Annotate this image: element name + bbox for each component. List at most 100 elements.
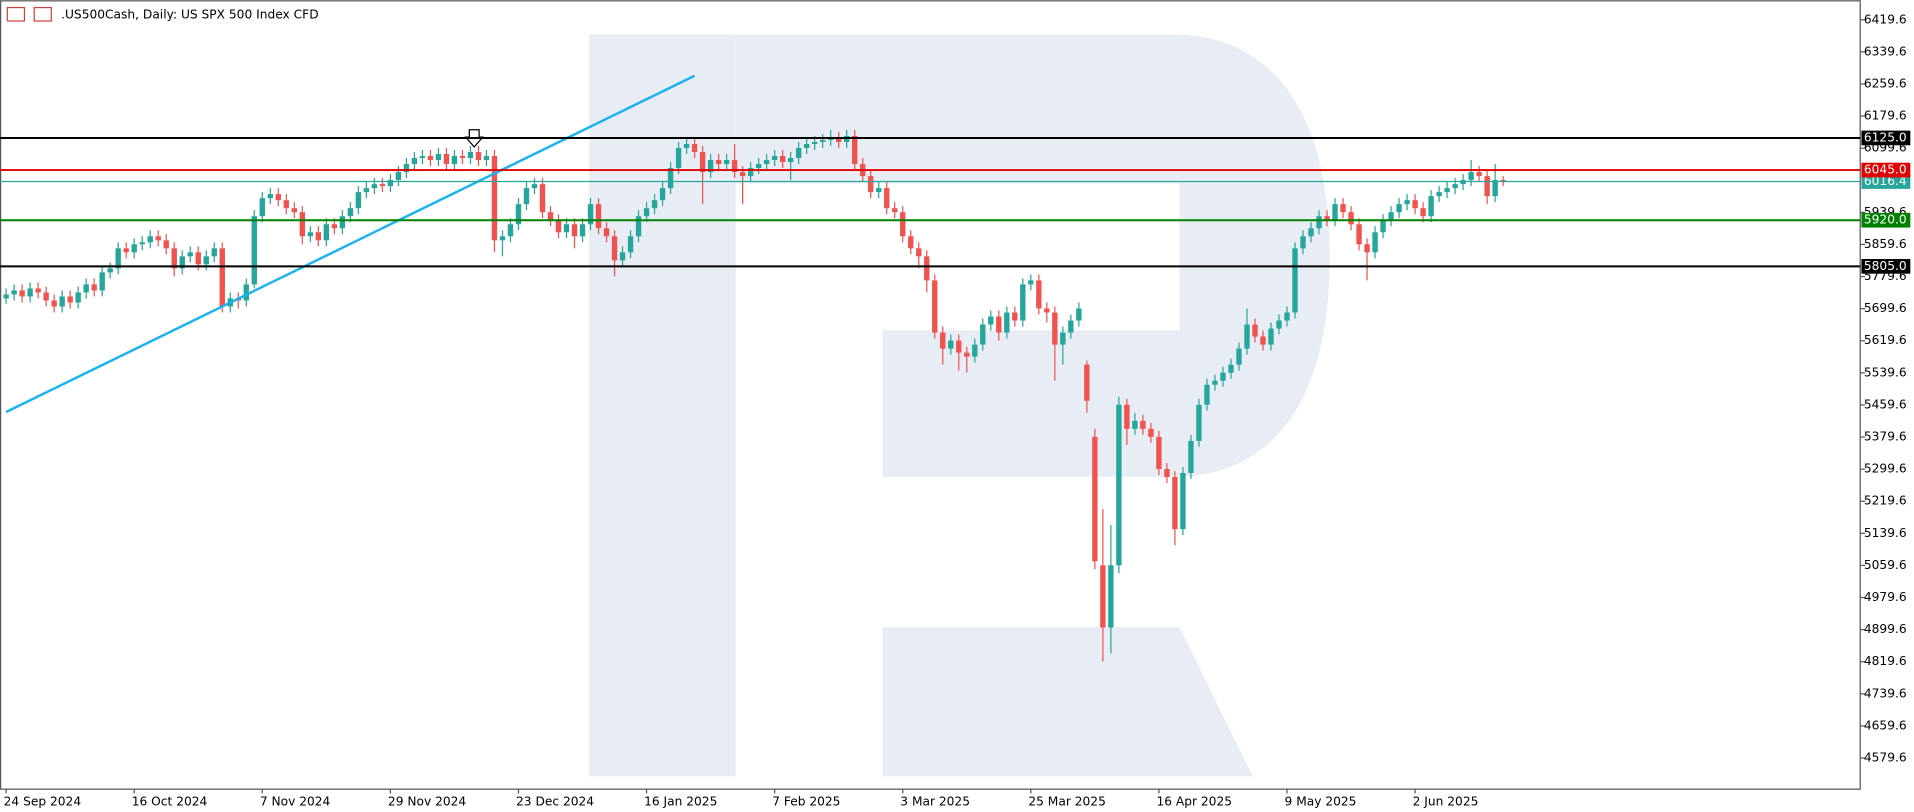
candle-body: [1164, 468, 1170, 478]
candle-body: [1204, 384, 1210, 405]
candle-body: [1276, 320, 1282, 329]
candle-body: [1332, 204, 1338, 221]
candle-body: [43, 292, 49, 301]
y-tick-label: 5379.6: [1864, 430, 1907, 444]
x-tick-label: 16 Apr 2025: [1156, 795, 1232, 809]
y-tick-label: 5299.6: [1864, 462, 1907, 476]
candle-body: [836, 137, 842, 142]
level-label: 5805.0: [1864, 259, 1907, 273]
candle-body: [323, 224, 330, 241]
x-tick-label: 7 Feb 2025: [772, 795, 840, 809]
level-label-bg: [1861, 130, 1911, 146]
candle-body: [435, 154, 442, 161]
candle-body: [1052, 312, 1058, 345]
candle-body: [1092, 436, 1098, 562]
candle-body: [1308, 228, 1314, 237]
candle-body: [643, 208, 650, 217]
candle-body: [1100, 565, 1106, 628]
candle-body: [1212, 380, 1218, 385]
candle-body: [1172, 477, 1178, 530]
candle-body: [19, 290, 25, 297]
chart-title: .US500Cash, Daily: US SPX 500 Index CFD: [61, 7, 319, 21]
candle-body: [1300, 236, 1306, 249]
candle-body: [419, 156, 426, 159]
candle-body: [1116, 404, 1122, 566]
candle-body: [723, 160, 730, 165]
y-tick-label: 5219.6: [1864, 494, 1907, 508]
price-label-bg: [1861, 174, 1911, 189]
watermark: [589, 34, 1330, 777]
candle-body: [924, 256, 930, 281]
candle-body: [387, 180, 394, 187]
candle-body: [1500, 180, 1506, 182]
candle-body: [956, 340, 962, 353]
candle-body: [763, 160, 770, 165]
price-label: 6016.4: [1864, 174, 1907, 188]
candle-body: [1380, 220, 1386, 233]
candle-body: [107, 268, 113, 273]
candle-body: [547, 212, 554, 221]
watermark-leg: [882, 627, 1253, 777]
y-tick-label: 6339.6: [1864, 44, 1907, 58]
candle-body: [852, 135, 858, 165]
candle-body: [491, 156, 498, 241]
candle-body: [1412, 200, 1418, 209]
candle-body: [627, 236, 634, 253]
candle-body: [163, 240, 169, 249]
candle-body: [99, 272, 105, 291]
candle-body: [795, 147, 802, 159]
candle-body: [427, 156, 434, 161]
candle-body: [267, 194, 273, 199]
candle-body: [980, 324, 986, 345]
y-tick-label: 4899.6: [1864, 622, 1907, 636]
candle-body: [1356, 224, 1362, 245]
candle-body: [123, 248, 129, 253]
x-tick-label: 23 Dec 2024: [516, 795, 594, 809]
candle-body: [1124, 404, 1130, 429]
candle-body: [1260, 336, 1266, 345]
candle-body: [787, 158, 794, 163]
candle-body: [747, 168, 754, 177]
candle-body: [355, 192, 362, 209]
candle-body: [1348, 212, 1354, 225]
y-tick-label: 5059.6: [1864, 558, 1907, 572]
candle-body: [1444, 188, 1450, 193]
candle-body: [283, 200, 289, 209]
candle-body: [819, 139, 826, 142]
level-label: 6045.0: [1864, 163, 1907, 177]
candle-body: [219, 248, 225, 307]
candle-body: [932, 280, 938, 333]
y-tick-label: 5619.6: [1864, 333, 1907, 347]
y-tick-label: 4819.6: [1864, 654, 1907, 668]
trendline: [5, 74, 696, 414]
candle-body: [187, 252, 193, 257]
candle-body: [1068, 320, 1074, 333]
candle-body: [1404, 200, 1410, 205]
candle-body: [1044, 308, 1050, 313]
candle-body: [731, 160, 738, 173]
candle-body: [371, 184, 378, 189]
candle-body: [1020, 284, 1026, 321]
candle-body: [1132, 420, 1138, 429]
candle-body: [403, 164, 410, 173]
candle-body: [307, 232, 314, 237]
candle-body: [611, 236, 618, 261]
candle-body: [635, 216, 642, 237]
candle-body: [1324, 216, 1330, 221]
candle-body: [1076, 308, 1082, 321]
candle-body: [1388, 212, 1394, 221]
candle-body: [155, 236, 161, 241]
level-label-bg: [1861, 162, 1911, 178]
candle-body: [691, 143, 698, 153]
candle-body: [1036, 280, 1042, 309]
candle-body: [1484, 176, 1490, 197]
candle-body: [459, 156, 466, 159]
watermark-stem: [589, 34, 736, 777]
candle-body: [1220, 372, 1226, 381]
y-tick-label: 4659.6: [1864, 718, 1907, 732]
candle-body: [203, 256, 209, 265]
candle-body: [179, 256, 185, 269]
x-tick-label: 29 Nov 2024: [388, 795, 466, 809]
candle-body: [539, 184, 546, 213]
